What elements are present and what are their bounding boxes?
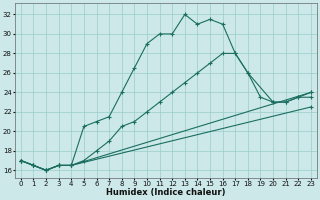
X-axis label: Humidex (Indice chaleur): Humidex (Indice chaleur)	[106, 188, 226, 197]
